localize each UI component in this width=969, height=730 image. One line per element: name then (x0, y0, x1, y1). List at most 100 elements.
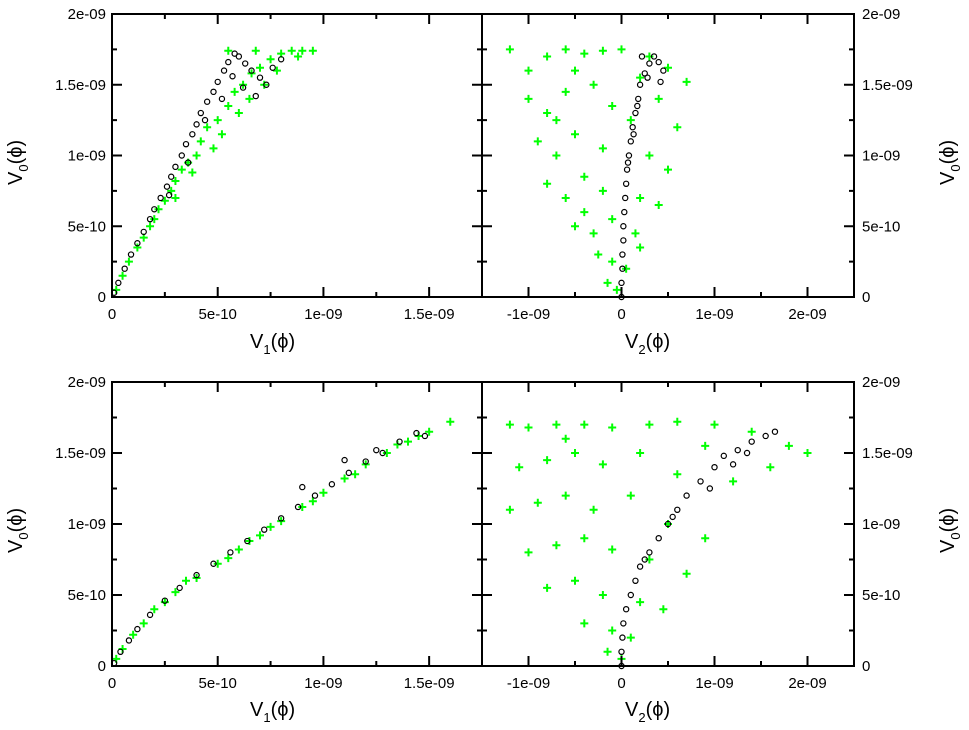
plus-point (608, 215, 617, 224)
plus-point (543, 583, 552, 592)
panel-bottom-right: -1e-09 0 1e-09 2e-09 0 5e-10 1e-09 1.5e-09 2e-09… (481, 374, 963, 725)
circle-point (241, 60, 249, 67)
circle-point (176, 584, 183, 592)
plus-point (524, 94, 533, 103)
circle-point (720, 452, 728, 460)
circle-point (210, 88, 217, 96)
plus-point (524, 66, 533, 75)
circle-point (396, 438, 403, 445)
circle-point (210, 560, 217, 567)
circle-point (117, 648, 124, 656)
plus-point (580, 208, 589, 217)
plus-point (256, 531, 264, 540)
plus-point (673, 123, 682, 132)
plus-point (571, 576, 579, 585)
circle-point (646, 60, 653, 67)
plus-point (580, 534, 589, 543)
circle-point (261, 526, 268, 533)
plus-point (543, 109, 552, 118)
plus-point (589, 505, 598, 514)
circle-point (623, 166, 631, 173)
xlabel-sub: 1 (263, 710, 270, 725)
plus-point (171, 588, 180, 597)
plus-point (177, 165, 186, 174)
circle-point (619, 251, 626, 258)
circle-point (627, 591, 635, 599)
panel-bottom-right-ylabel: V0(ϕ) (937, 508, 963, 553)
circle-point (646, 549, 653, 556)
x-tick-label: -1e-09 (507, 675, 550, 692)
plus-point (129, 630, 138, 639)
circle-point (189, 131, 196, 138)
plus-point (608, 626, 617, 635)
circle-point (163, 183, 171, 190)
xlabel-main: V (625, 699, 639, 721)
plus-point (710, 420, 719, 429)
plus-point (308, 46, 317, 55)
circle-point (620, 620, 627, 627)
circle-point (379, 449, 386, 457)
plus-point (659, 605, 668, 614)
x-tick-label: 1.5e-09 (404, 675, 455, 692)
circle-point (650, 53, 658, 60)
circle-point (630, 131, 637, 138)
circle-point (641, 556, 648, 563)
y-tick-label: 1.5e-09 (862, 77, 913, 94)
circle-point (244, 537, 251, 545)
plus-point (645, 52, 654, 61)
panel-bottom-left-ylabel: V0(ϕ) (5, 508, 31, 553)
plus-point (340, 474, 349, 483)
circle-point (711, 464, 718, 471)
circle-point (641, 70, 648, 77)
plus-point (608, 545, 617, 554)
x-tick-label: 2e-09 (788, 675, 826, 692)
circle-point (269, 64, 276, 71)
panel-top-right-frame (481, 13, 855, 298)
circle-point (706, 485, 714, 492)
panel-top-right-ylabel: V0(ϕ) (937, 140, 963, 185)
circle-point (231, 50, 238, 57)
plus-point (245, 94, 254, 103)
circle-point (748, 438, 755, 445)
y-tick-label: 1.5e-09 (55, 77, 106, 94)
circle-point (115, 279, 122, 287)
plus-point (154, 205, 163, 214)
circle-point (239, 84, 247, 91)
x-tick-label: 5e-10 (199, 306, 237, 323)
plus-point (654, 94, 663, 103)
circle-point (362, 458, 369, 465)
y-tick-label: 0 (862, 289, 870, 306)
circle-point (622, 194, 629, 202)
plus-point (598, 591, 607, 599)
circle-point (248, 67, 255, 74)
plus-point (203, 123, 212, 132)
plus-point (608, 423, 617, 432)
circle-point (146, 611, 154, 619)
xlabel-arg: (ϕ) (271, 699, 296, 721)
plus-point (636, 598, 645, 607)
y-tick-label: 2e-09 (862, 374, 900, 391)
circle-point (197, 109, 204, 117)
plus-point (784, 441, 793, 450)
plus-point (308, 497, 317, 506)
ylabel-arg: (ϕ) (937, 508, 959, 533)
plus-point (209, 144, 218, 153)
circle-point (636, 563, 644, 570)
plus-point (747, 427, 756, 436)
plus-point (171, 176, 180, 185)
plus-point (224, 101, 233, 110)
circle-point (167, 173, 175, 180)
plus-point (589, 229, 598, 238)
plus-point (803, 449, 812, 457)
y-tick-label: 5e-10 (68, 587, 106, 604)
plus-point (351, 470, 360, 479)
x-tick-label: 0 (617, 675, 625, 692)
panel-bottom-left-xlabel: V1(ϕ) (250, 699, 295, 725)
circle-point (413, 429, 420, 437)
circle-point (669, 513, 676, 521)
circle-point (277, 515, 285, 522)
circle-point (618, 648, 625, 656)
circle-point (622, 606, 630, 613)
ylabel-main: V (5, 171, 27, 185)
circle-point (743, 449, 751, 457)
